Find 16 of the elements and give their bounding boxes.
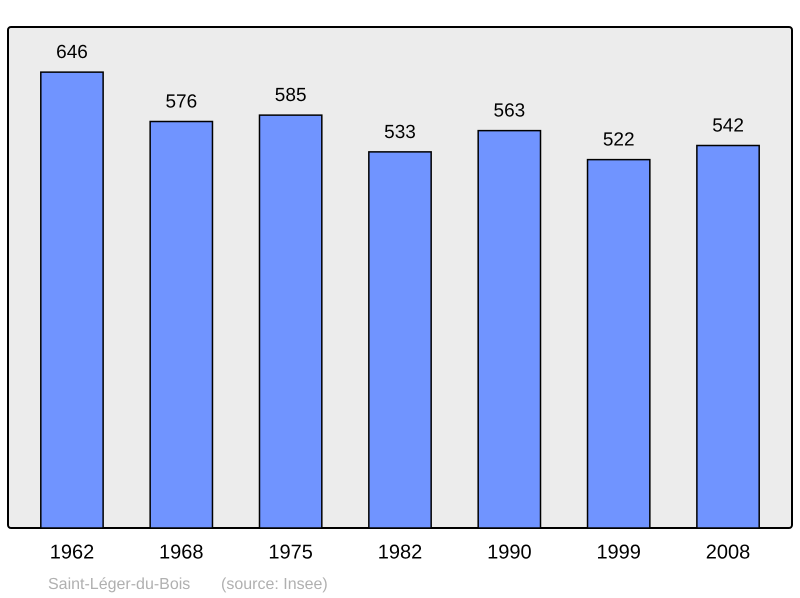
data-label: 522	[602, 130, 635, 151]
data-label: 646	[56, 42, 88, 64]
data-label: 533	[384, 122, 416, 143]
data-label: 585	[274, 85, 307, 106]
data-label: 563	[493, 100, 526, 122]
data-label: 576	[165, 91, 198, 112]
text: Saint-Léger-du-Bois	[48, 576, 190, 593]
x-tick-label: 1990	[487, 542, 532, 564]
text: (source: Insee)	[221, 576, 328, 593]
x-tick-label: 1982	[378, 542, 422, 564]
x-tick-label: 1975	[268, 542, 313, 564]
x-tick-label: 1968	[159, 542, 204, 564]
x-tick-label: 1962	[50, 542, 94, 564]
data-label: 542	[712, 115, 744, 136]
x-tick-label: 1999	[596, 542, 641, 564]
x-tick-label: 2008	[706, 542, 750, 564]
